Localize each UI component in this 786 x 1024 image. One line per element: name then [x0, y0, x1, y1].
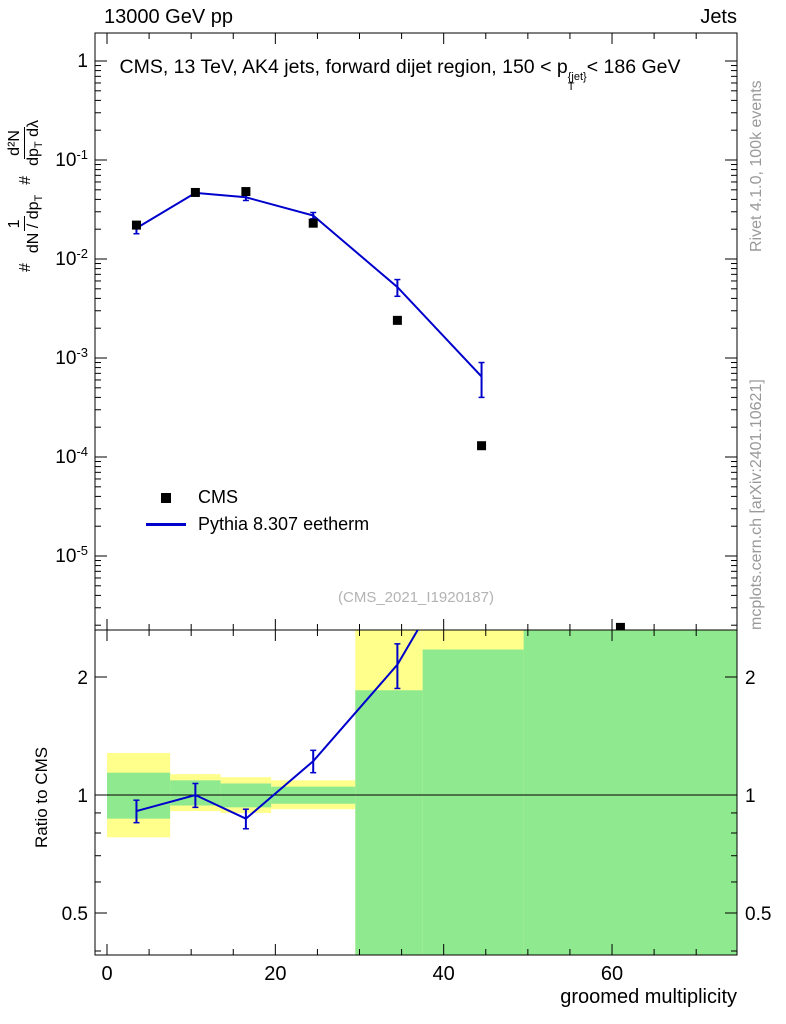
svg-text:2: 2	[77, 668, 88, 689]
mcplots-arxiv-note: mcplots.cern.ch [arXiv:2401.10621]	[748, 379, 765, 630]
pt-subscript: T	[567, 81, 575, 93]
analysis-id-watermark: (CMS_2021_I1920187)	[338, 589, 494, 606]
pt-jet-superscript: {jet}	[567, 71, 587, 83]
observable-fraction: d²N dpT dλ	[6, 119, 46, 166]
svg-text:1: 1	[77, 786, 88, 807]
legend-pythia-label: Pythia 8.307 eetherm	[198, 514, 370, 534]
svg-text:10-2: 10-2	[55, 246, 88, 270]
hash-symbol: #	[17, 263, 35, 272]
ratio-y-axis-label: Ratio to CMS	[32, 746, 51, 848]
hash-symbol: #	[17, 175, 35, 185]
svg-text:40: 40	[433, 963, 455, 985]
x-axis-title: groomed multiplicity	[560, 986, 737, 1008]
pt-jet-supsub: {jet} T	[567, 71, 587, 93]
beam-energy-label: 13000 GeV pp	[104, 6, 233, 28]
analysis-group-label: Jets	[700, 6, 737, 28]
legend-cms-label: CMS	[198, 487, 238, 507]
legend: CMS Pythia 8.307 eetherm	[142, 484, 369, 538]
plot-title: CMS, 13 TeV, AK4 jets, forward dijet reg…	[50, 56, 750, 93]
svg-text:2: 2	[745, 668, 756, 689]
svg-text:20: 20	[264, 963, 286, 985]
svg-text:10-1: 10-1	[55, 147, 88, 171]
normalization-fraction: 1 dN / dpT	[6, 194, 46, 254]
legend-item-cms: CMS	[142, 484, 369, 511]
svg-text:10-3: 10-3	[55, 345, 88, 369]
svg-text:1: 1	[745, 786, 756, 807]
svg-text:0: 0	[101, 963, 112, 985]
svg-text:0.5: 0.5	[745, 904, 771, 925]
svg-text:10-5: 10-5	[55, 543, 88, 567]
plot-title-range: < 186 GeV	[586, 56, 681, 78]
main-y-axis-label: # 1 dN / dpT # d²N dpT dλ	[6, 117, 46, 272]
cms-square-marker-icon	[161, 492, 171, 503]
svg-text:1: 1	[77, 51, 88, 72]
pythia-line-marker-icon	[146, 523, 186, 526]
legend-item-pythia: Pythia 8.307 eetherm	[142, 511, 369, 538]
svg-text:0.5: 0.5	[62, 904, 88, 925]
plot-title-text: CMS, 13 TeV, AK4 jets, forward dijet reg…	[119, 56, 568, 78]
svg-text:10-4: 10-4	[55, 444, 88, 468]
rivet-version-note: Rivet 4.1.0, 100k events	[748, 80, 765, 252]
svg-text:60: 60	[601, 963, 623, 985]
